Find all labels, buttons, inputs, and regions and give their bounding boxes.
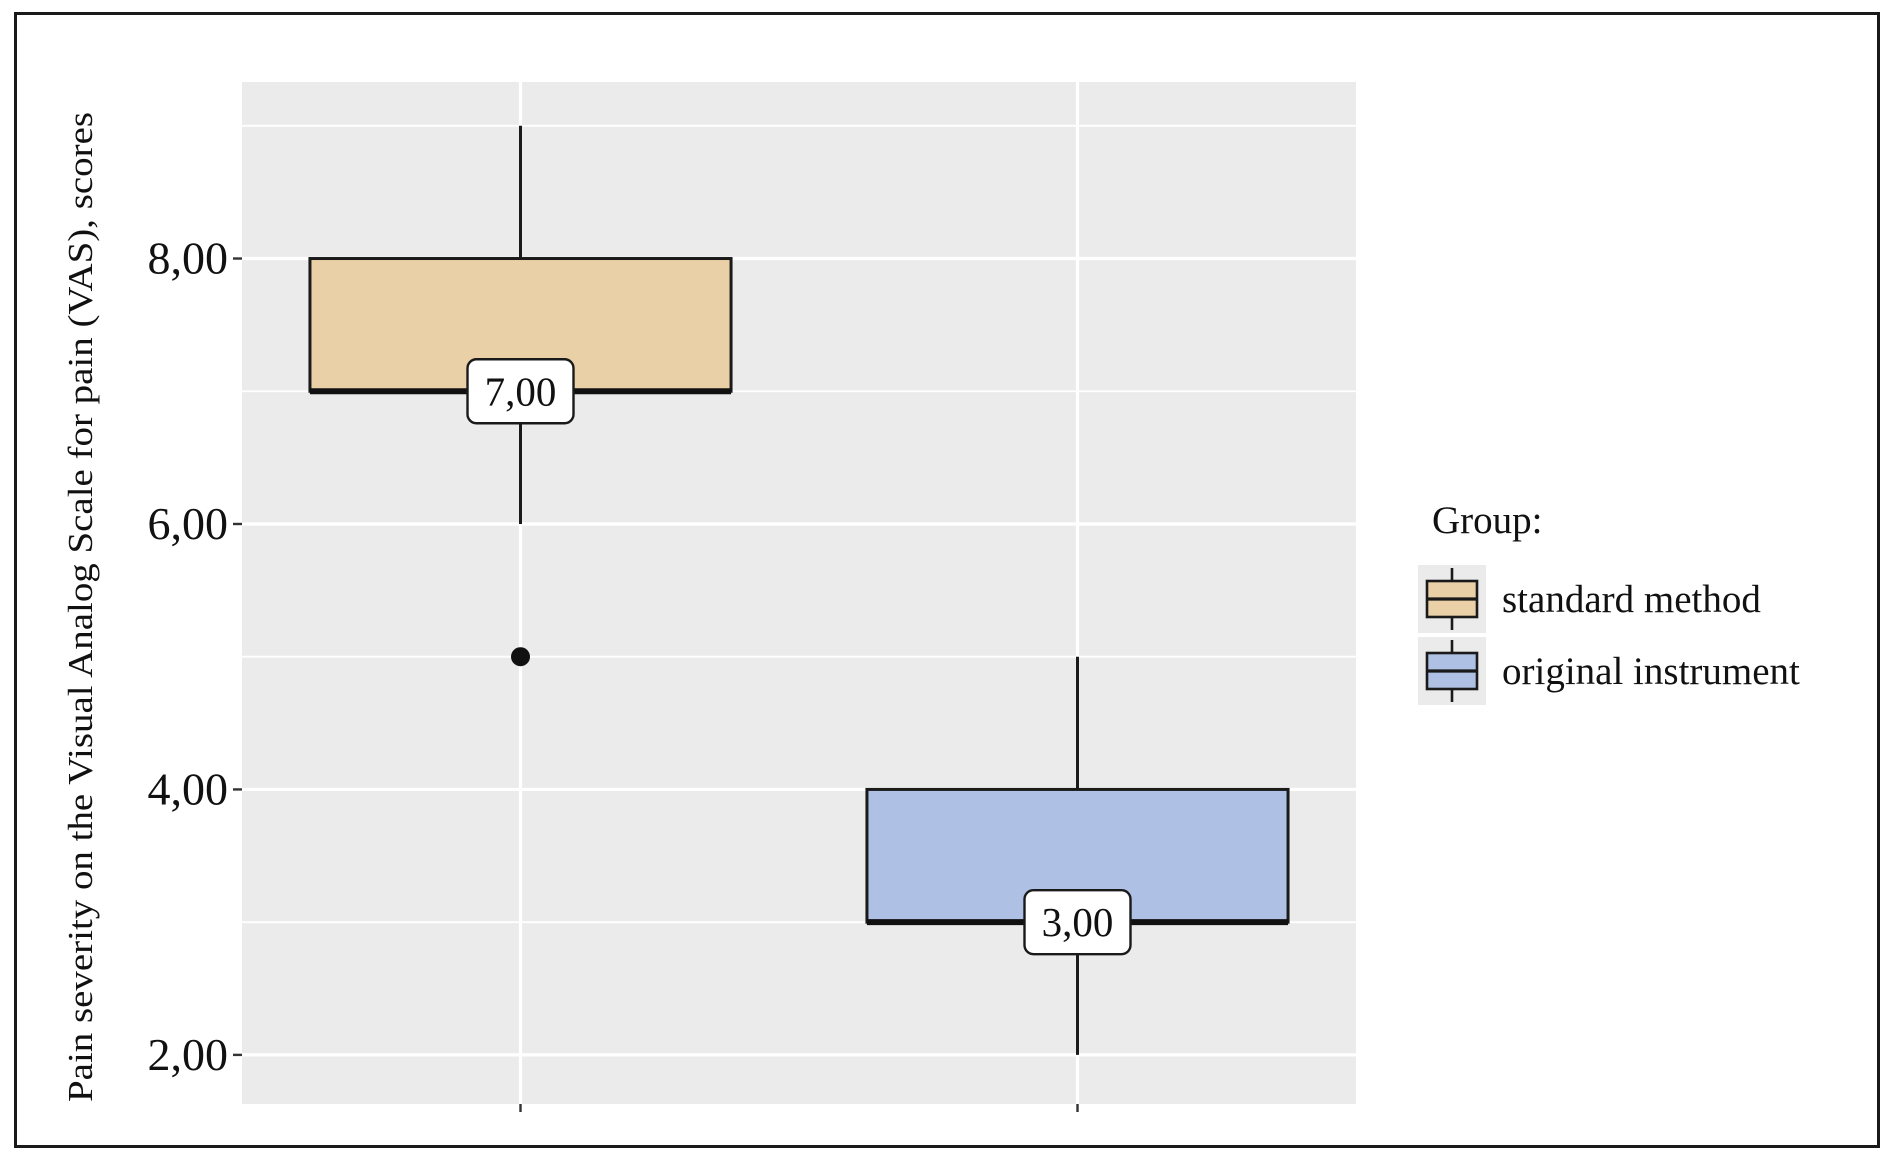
legend-label: standard method — [1502, 578, 1761, 621]
y-tick-label: 4,00 — [148, 763, 229, 814]
median-label: 3,00 — [1042, 899, 1114, 945]
y-tick-label: 6,00 — [148, 498, 229, 549]
legend: Group: standard method original instrument — [1418, 499, 1800, 705]
box-standard-method: 7,00 — [308, 125, 733, 667]
legend-title: Group: — [1432, 499, 1543, 542]
x-axis — [519, 1104, 1079, 1112]
y-axis-title: Pain severity on the Visual Analog Scale… — [61, 112, 100, 1102]
y-tick-label: 2,00 — [148, 1029, 229, 1080]
legend-label: original instrument — [1502, 650, 1800, 693]
box-original-instrument: 3,00 — [865, 656, 1290, 1055]
boxes: 7,00 3,00 — [308, 125, 1290, 1055]
plot-panel — [242, 82, 1356, 1104]
median-label-box — [1023, 888, 1132, 956]
y-axis: 2,00 4,00 6,00 8,00 — [148, 233, 242, 1080]
median-label: 7,00 — [485, 368, 557, 414]
outlier-point — [511, 647, 530, 667]
legend-key — [1418, 637, 1486, 705]
median-label-box — [466, 358, 575, 425]
legend-key — [1418, 565, 1486, 633]
y-tick-label: 8,00 — [148, 233, 229, 284]
